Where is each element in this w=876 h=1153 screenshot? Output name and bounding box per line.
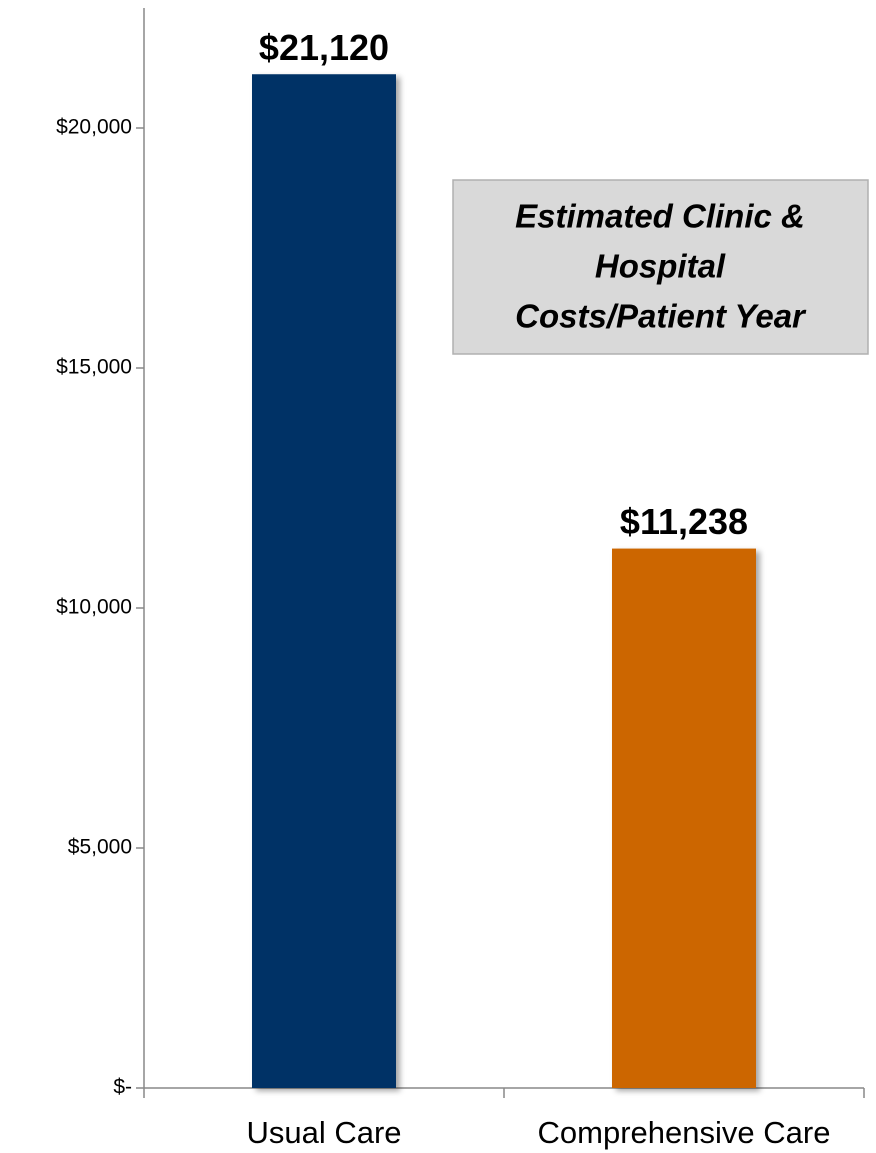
y-tick-label: $5,000	[68, 836, 132, 859]
bar	[252, 74, 396, 1089]
annotation-text: Estimated Clinic &	[515, 198, 805, 235]
bar	[612, 548, 756, 1088]
y-tick-label: $10,000	[56, 596, 132, 619]
y-tick-label: $-	[113, 1076, 132, 1099]
annotation-box	[452, 179, 869, 355]
y-tick-label: $15,000	[56, 356, 132, 379]
annotation-text: Costs/Patient Year	[515, 298, 807, 335]
x-tick-label: Usual Care	[246, 1115, 401, 1150]
value-label: $11,238	[620, 501, 748, 542]
x-tick-label: Comprehensive Care	[538, 1115, 831, 1150]
annotation-text: Hospital	[595, 248, 726, 285]
y-tick-label: $20,000	[56, 116, 132, 139]
annotation: Estimated Clinic & Hospital Costs/Patient …	[452, 179, 869, 355]
value-label: $21,120	[259, 27, 389, 68]
